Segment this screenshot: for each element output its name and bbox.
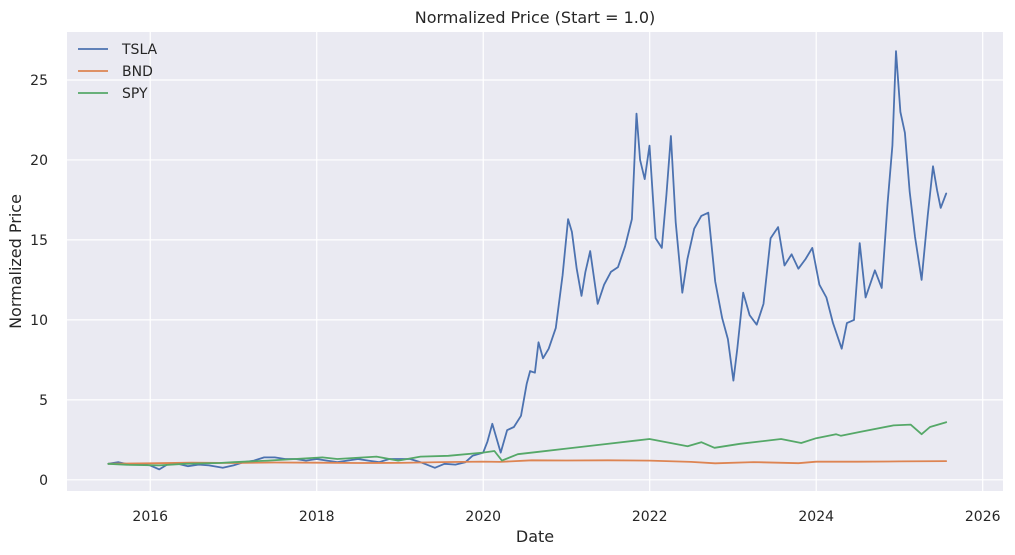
x-tick-label: 2016 xyxy=(132,509,168,525)
y-tick-label: 10 xyxy=(30,313,48,329)
legend: TSLA BND SPY xyxy=(78,42,158,102)
legend-label-spy: SPY xyxy=(122,86,148,102)
x-tick-label: 2020 xyxy=(465,509,501,525)
plot-area xyxy=(67,32,1003,491)
y-tick-label: 20 xyxy=(30,153,48,169)
y-tick-label: 25 xyxy=(30,73,48,89)
legend-label-tsla: TSLA xyxy=(121,42,158,58)
x-tick-label: 2022 xyxy=(632,509,668,525)
x-tick-label: 2024 xyxy=(798,509,834,525)
x-axis-label: Date xyxy=(516,527,554,546)
series-line-spy xyxy=(107,421,948,467)
grid xyxy=(67,32,1003,491)
series-line-tsla xyxy=(107,50,948,471)
chart-title: Normalized Price (Start = 1.0) xyxy=(415,8,656,27)
series-line-bnd xyxy=(107,459,948,465)
legend-label-bnd: BND xyxy=(122,64,153,80)
y-tick-label: 15 xyxy=(30,233,48,249)
y-axis-label: Normalized Price xyxy=(6,194,25,329)
tick-labels: 2016 2018 2020 2022 2024 2026 0 5 10 15 20 25 xyxy=(30,73,1000,525)
y-tick-label: 0 xyxy=(39,473,48,489)
series-lines xyxy=(107,50,948,471)
y-tick-label: 5 xyxy=(39,393,48,409)
x-tick-label: 2026 xyxy=(965,509,1001,525)
x-tick-label: 2018 xyxy=(299,509,335,525)
